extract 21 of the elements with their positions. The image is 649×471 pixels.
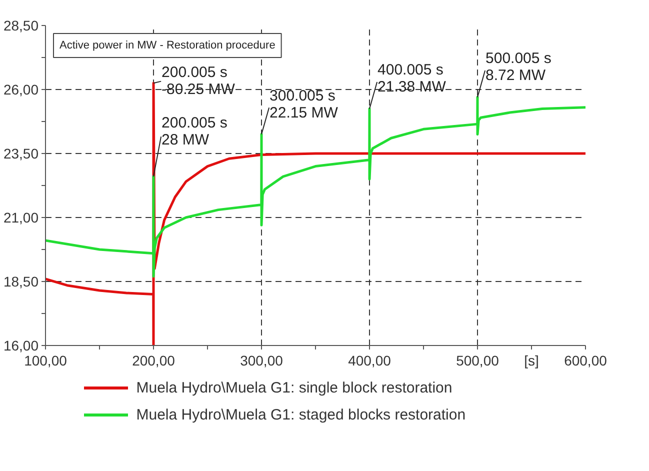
x-tick-label: 200,00 <box>132 352 176 368</box>
y-tick-label: 26,00 <box>3 82 39 98</box>
annotation: 200.005 s -80.25 MW <box>162 64 236 98</box>
y-tick-label: 21,00 <box>3 210 39 226</box>
annotation: 300.005 s 22.15 MW <box>270 87 339 122</box>
annotation: 500.005 s 8.72 MW <box>486 50 552 84</box>
x-tick-label: 300,00 <box>240 352 284 368</box>
x-tick-label: 500,00 <box>456 352 500 368</box>
annotation: 400.005 s 21.38 MW <box>378 62 447 96</box>
y-tick-label: 23,50 <box>3 146 39 162</box>
text: Active power in MW - Restoration procedure <box>60 40 276 52</box>
x-tick-label: 100,00 <box>24 352 68 368</box>
legend-label: Muela Hydro\Muela G1: single block restoration <box>136 380 452 396</box>
annotation: 200.005 s 28 MW <box>162 114 228 149</box>
y-tick-label: 18,50 <box>3 274 39 290</box>
legend-label: Muela Hydro\Muela G1: staged blocks restoration <box>136 406 466 424</box>
x-tick-label: 600,00 <box>564 352 608 368</box>
y-tick-label: 16,00 <box>3 338 39 354</box>
x-tick-label: 400,00 <box>348 352 392 368</box>
y-tick-label: 28,50 <box>3 18 39 34</box>
x-axis-title: [s] <box>524 352 539 368</box>
